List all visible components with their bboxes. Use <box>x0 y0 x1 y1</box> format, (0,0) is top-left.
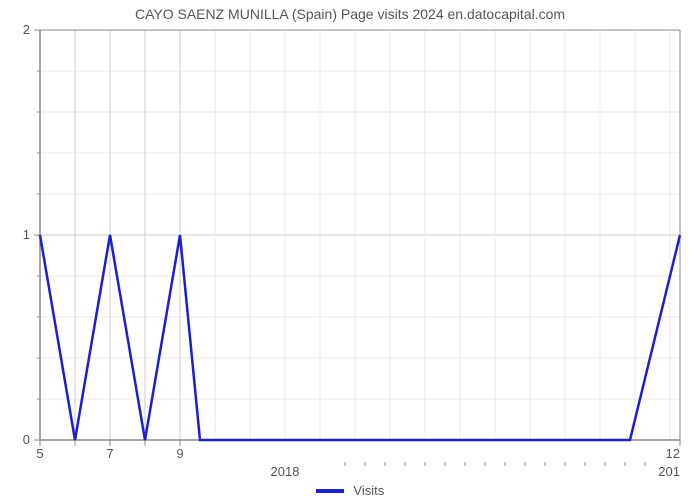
svg-text:9: 9 <box>176 446 183 461</box>
svg-text:0: 0 <box>23 432 30 447</box>
legend: Visits <box>0 482 700 498</box>
chart-title: CAYO SAENZ MUNILLA (Spain) Page visits 2… <box>0 6 700 22</box>
svg-text:7: 7 <box>106 446 113 461</box>
legend-label: Visits <box>353 483 384 498</box>
svg-text:12: 12 <box>666 446 680 461</box>
svg-text:1: 1 <box>23 227 30 242</box>
svg-text:5: 5 <box>36 446 43 461</box>
chart-svg: 012579122018201 <box>0 0 700 500</box>
svg-text:2018: 2018 <box>271 464 300 479</box>
svg-text:201: 201 <box>658 464 680 479</box>
legend-swatch <box>316 489 344 493</box>
svg-text:2: 2 <box>23 22 30 37</box>
